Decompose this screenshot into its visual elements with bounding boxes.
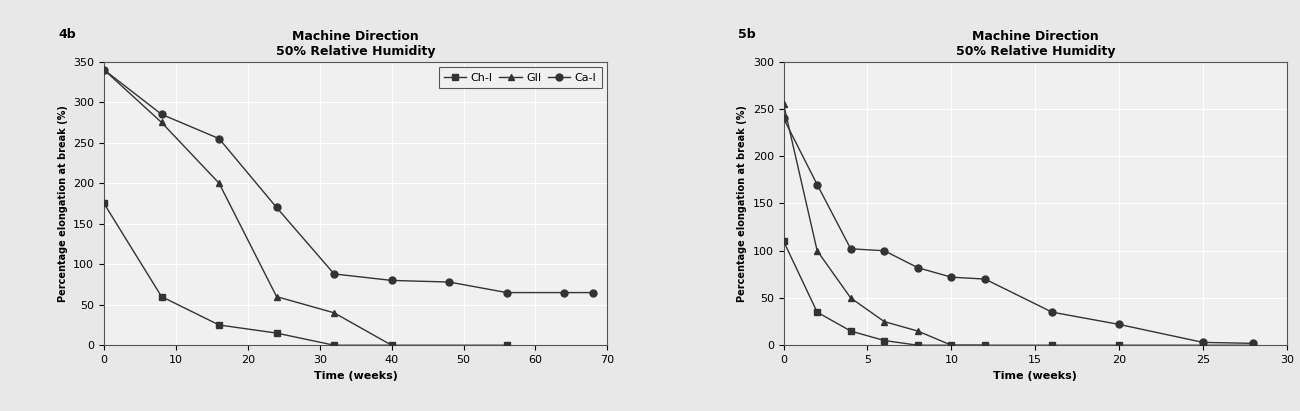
GII	[269, 294, 285, 299]
Text: 4b: 4b	[58, 28, 77, 41]
Title: Machine Direction
50% Relative Humidity: Machine Direction 50% Relative Humidity	[956, 30, 1115, 58]
Ch-l	[1245, 343, 1261, 348]
X-axis label: Time (weeks): Time (weeks)	[993, 371, 1078, 381]
Ch-l	[876, 338, 892, 343]
Ch-l	[212, 323, 227, 328]
Ch-l	[810, 310, 826, 315]
Ch-l	[944, 343, 959, 348]
Ca-l	[96, 67, 112, 72]
Ca-l	[326, 272, 342, 277]
Ca-l	[876, 248, 892, 253]
Ch-l	[384, 343, 399, 348]
X-axis label: Time (weeks): Time (weeks)	[313, 371, 398, 381]
GII	[153, 120, 169, 125]
Ch-l	[842, 329, 858, 334]
Ch-l	[910, 343, 926, 348]
Ca-l	[1112, 322, 1127, 327]
Legend: Ch-l, GII, Ca-l: Ch-l, GII, Ca-l	[438, 67, 602, 88]
GII	[212, 181, 227, 186]
GII	[326, 310, 342, 315]
Ch-l	[1044, 343, 1060, 348]
GII	[776, 102, 792, 107]
GII	[810, 248, 826, 253]
Ca-l	[842, 246, 858, 251]
Line: Ch-l: Ch-l	[780, 238, 1257, 349]
Ca-l	[810, 182, 826, 187]
Y-axis label: Percentage elongation at break (%): Percentage elongation at break (%)	[57, 105, 68, 302]
Ch-l	[499, 343, 515, 348]
Line: Ca-l: Ca-l	[780, 115, 1257, 347]
Line: Ca-l: Ca-l	[100, 66, 597, 296]
Ch-l	[96, 201, 112, 206]
Line: GII: GII	[100, 66, 395, 349]
GII	[978, 343, 993, 348]
Line: Ch-l: Ch-l	[100, 200, 510, 349]
GII	[384, 343, 399, 348]
Ca-l	[1195, 340, 1210, 345]
Ca-l	[212, 136, 227, 141]
GII	[910, 329, 926, 334]
Ch-l	[269, 330, 285, 335]
Ca-l	[442, 279, 458, 284]
GII	[842, 296, 858, 300]
Ca-l	[776, 116, 792, 121]
Ca-l	[556, 290, 572, 295]
Ca-l	[944, 275, 959, 279]
Ca-l	[978, 277, 993, 282]
Line: GII: GII	[780, 101, 988, 349]
Text: 5b: 5b	[738, 28, 755, 41]
GII	[876, 319, 892, 324]
Title: Machine Direction
50% Relative Humidity: Machine Direction 50% Relative Humidity	[276, 30, 436, 58]
Ca-l	[910, 265, 926, 270]
Ca-l	[1245, 341, 1261, 346]
Ch-l	[326, 343, 342, 348]
Ca-l	[269, 205, 285, 210]
Ca-l	[585, 290, 601, 295]
Ch-l	[1112, 343, 1127, 348]
Y-axis label: Percentage elongation at break (%): Percentage elongation at break (%)	[737, 105, 747, 302]
Ca-l	[384, 278, 399, 283]
Ch-l	[978, 343, 993, 348]
GII	[96, 67, 112, 72]
Ch-l	[776, 239, 792, 244]
GII	[944, 343, 959, 348]
Ca-l	[499, 290, 515, 295]
Ch-l	[1195, 343, 1210, 348]
Ch-l	[153, 294, 169, 299]
Ca-l	[153, 112, 169, 117]
Ca-l	[1044, 310, 1060, 315]
